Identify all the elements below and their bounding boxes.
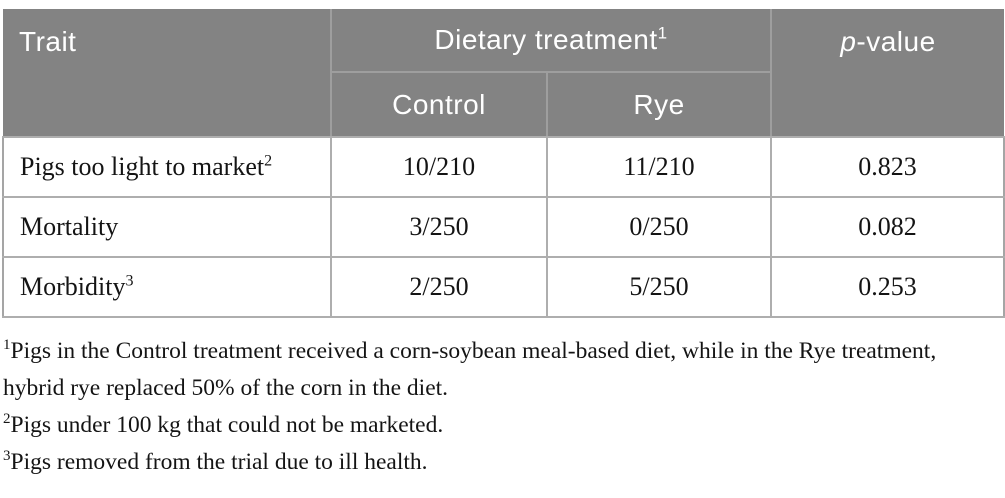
rye-value-cell: 11/210 (546, 136, 772, 198)
footnote-text: Pigs in the Control treatment received a… (3, 338, 937, 401)
header-dietary-treatment-cell: Dietary treatment1 (330, 9, 772, 73)
footnote: 3Pigs removed from the trial due to ill … (3, 444, 1003, 481)
trait-cell: Pigs too light to market2 (2, 136, 332, 198)
table-row: Morbidity3 2/250 5/250 0.253 (2, 256, 1005, 318)
trait-superscript: 3 (125, 272, 134, 290)
footnote: 1Pigs in the Control treatment received … (3, 333, 1003, 407)
trait-superscript: 2 (264, 152, 273, 170)
rye-value-cell: 5/250 (546, 256, 772, 318)
footnote-text: Pigs removed from the trial due to ill h… (10, 449, 428, 475)
header-control-cell: Control (330, 71, 548, 138)
header-pvalue-cell: p-value (770, 9, 1004, 138)
trait-label: Morbidity (20, 272, 126, 301)
trait-cell: Mortality (2, 196, 332, 258)
pvalue-cell: 0.253 (770, 256, 1005, 318)
header-trait-cell: Trait (3, 9, 332, 138)
header-dietary-treatment-label: Dietary treatment (434, 24, 658, 55)
header-pvalue-suffix: -value (856, 26, 936, 57)
footnote-superscript: 1 (3, 337, 11, 354)
rye-value-cell: 0/250 (546, 196, 772, 258)
pvalue-cell: 0.823 (770, 136, 1005, 198)
header-pvalue-italic-p: p (840, 26, 857, 57)
footnote: 2Pigs under 100 kg that could not be mar… (3, 407, 1003, 444)
results-table: Trait Dietary treatment1 p-value Control… (2, 9, 1005, 318)
control-value-cell: 2/250 (330, 256, 548, 318)
table-row: Mortality 3/250 0/250 0.082 (2, 196, 1005, 258)
footnote-superscript: 2 (3, 411, 11, 428)
trait-cell: Morbidity3 (2, 256, 332, 318)
control-value-cell: 10/210 (330, 136, 548, 198)
control-value-cell: 3/250 (330, 196, 548, 258)
page: Trait Dietary treatment1 p-value Control… (2, 9, 1005, 481)
header-dietary-treatment-superscript: 1 (657, 23, 668, 43)
table-row: Pigs too light to market2 10/210 11/210 … (2, 136, 1005, 198)
footnote-text: Pigs under 100 kg that could not be mark… (10, 412, 444, 438)
trait-label: Mortality (20, 212, 119, 241)
header-row-1: Trait Dietary treatment1 p-value (3, 9, 1004, 138)
footnote-superscript: 3 (3, 448, 11, 465)
pvalue-cell: 0.082 (770, 196, 1005, 258)
trait-label: Pigs too light to market (20, 152, 265, 181)
header-rye-cell: Rye (546, 71, 772, 138)
header-row-2: Control Rye (3, 71, 1004, 138)
footnotes: 1Pigs in the Control treatment received … (2, 333, 1003, 481)
